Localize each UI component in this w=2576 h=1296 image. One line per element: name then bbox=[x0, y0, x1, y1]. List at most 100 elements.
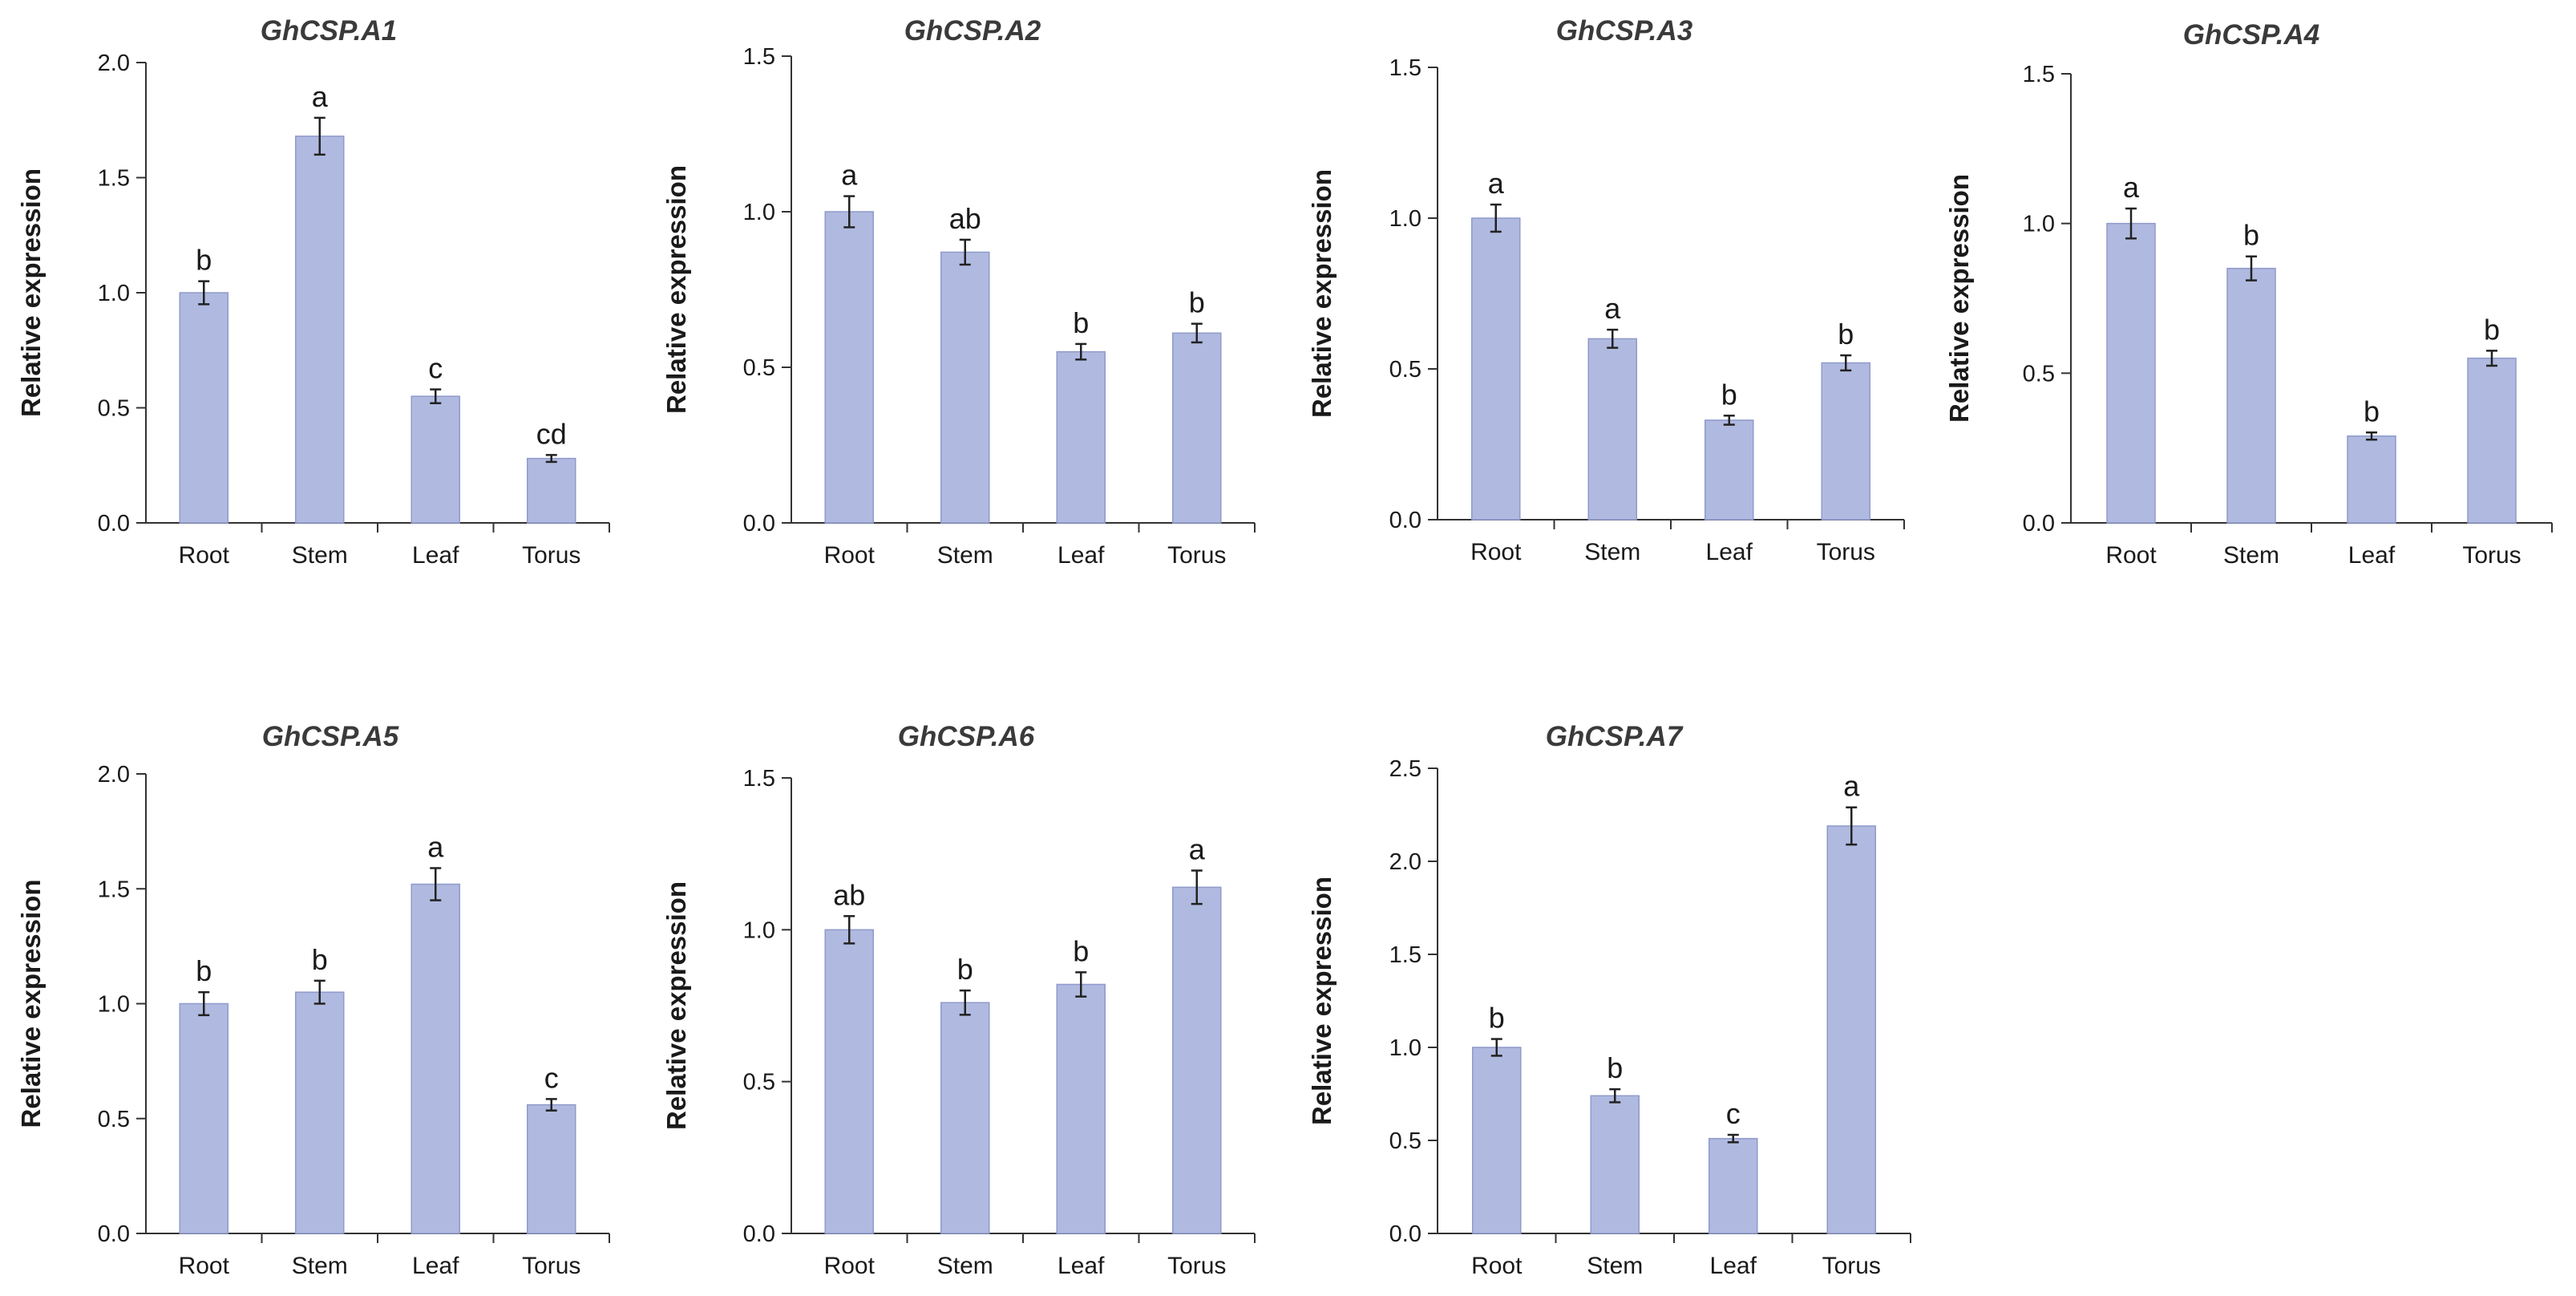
y-tick-label: 1.5 bbox=[743, 766, 775, 792]
x-tick-label: Leaf bbox=[1710, 1253, 1757, 1279]
y-tick-label: 2.0 bbox=[98, 51, 130, 76]
bar-root bbox=[824, 211, 874, 524]
x-tick-label: Torus bbox=[522, 1253, 580, 1279]
significance-label: ab bbox=[833, 878, 865, 911]
bar-root bbox=[1471, 217, 1521, 520]
y-tick-label: 0.0 bbox=[743, 511, 775, 537]
bar-torus bbox=[1172, 332, 1222, 524]
y-tick-label: 0.0 bbox=[1389, 1221, 1421, 1247]
significance-label: a bbox=[1488, 167, 1505, 200]
significance-label: c bbox=[544, 1061, 559, 1094]
bar-torus bbox=[527, 457, 576, 524]
significance-label: b bbox=[2243, 219, 2259, 252]
bar-leaf bbox=[410, 883, 460, 1234]
bar-stem bbox=[295, 991, 345, 1234]
y-tick-label: 0.5 bbox=[1389, 357, 1421, 383]
bar-root bbox=[179, 1002, 228, 1234]
x-tick-label: Leaf bbox=[1706, 539, 1753, 565]
bar-torus bbox=[1826, 825, 1876, 1234]
x-tick-label: Torus bbox=[1167, 542, 1226, 569]
x-tick-label: Leaf bbox=[412, 542, 459, 569]
bar-root bbox=[2106, 222, 2156, 524]
chart-title: GhCSP.A4 bbox=[2183, 19, 2320, 51]
significance-label: b bbox=[957, 953, 973, 986]
significance-label: c bbox=[428, 352, 443, 385]
significance-label: a bbox=[1604, 292, 1621, 325]
x-tick-label: Stem bbox=[937, 542, 993, 569]
y-axis-label: Relative expression bbox=[661, 165, 691, 414]
bar-torus bbox=[1821, 362, 1870, 520]
y-tick-label: 0.0 bbox=[2023, 511, 2055, 537]
significance-label: c bbox=[1726, 1097, 1741, 1130]
y-tick-label: 1.5 bbox=[98, 166, 130, 192]
y-tick-label: 0.0 bbox=[98, 1221, 130, 1247]
x-tick-label: Leaf bbox=[412, 1253, 459, 1279]
bar-leaf bbox=[1056, 350, 1106, 524]
y-tick-label: 2.5 bbox=[1389, 756, 1421, 782]
significance-label: b bbox=[1838, 318, 1854, 350]
bar-leaf bbox=[2347, 435, 2396, 524]
chart-panel-2: GhCSP.A2 Relative expression 0.0 0.5 1.0 1.5 a… bbox=[661, 15, 1256, 569]
significance-label: b bbox=[196, 244, 212, 277]
significance-label: a bbox=[427, 830, 444, 863]
significance-label: cd bbox=[536, 417, 567, 450]
y-tick-label: 1.5 bbox=[98, 877, 130, 902]
bar-leaf bbox=[1705, 419, 1754, 520]
chart-title: GhCSP.A2 bbox=[904, 15, 1041, 47]
y-tick-label: 1.5 bbox=[2023, 62, 2055, 87]
x-tick-label: Torus bbox=[1167, 1253, 1226, 1279]
significance-label: b bbox=[2364, 395, 2380, 427]
y-tick-label: 0.0 bbox=[1389, 508, 1421, 533]
y-tick-label: 1.0 bbox=[743, 917, 775, 943]
significance-label: a bbox=[1843, 770, 1860, 803]
bar-torus bbox=[527, 1104, 576, 1234]
y-tick-label: 0.0 bbox=[743, 1221, 775, 1247]
bar-stem bbox=[1587, 338, 1637, 520]
y-tick-label: 0.0 bbox=[98, 511, 130, 537]
x-tick-label: Stem bbox=[937, 1253, 993, 1279]
x-tick-label: Leaf bbox=[2348, 542, 2396, 569]
bar-root bbox=[824, 929, 874, 1234]
y-tick-label: 1.0 bbox=[98, 992, 130, 1018]
x-tick-label: Root bbox=[179, 1253, 230, 1279]
x-tick-label: Leaf bbox=[1057, 1253, 1105, 1279]
y-tick-label: 0.5 bbox=[98, 396, 130, 422]
bar-torus bbox=[1172, 886, 1222, 1234]
y-tick-label: 2.0 bbox=[1389, 849, 1421, 875]
x-tick-label: Root bbox=[179, 542, 230, 569]
bar-stem bbox=[1590, 1095, 1640, 1234]
y-tick-label: 0.5 bbox=[743, 355, 775, 381]
x-tick-label: Root bbox=[1471, 1253, 1523, 1279]
x-tick-label: Stem bbox=[292, 542, 348, 569]
chart-title: GhCSP.A5 bbox=[262, 721, 399, 752]
chart-panel-6: GhCSP.A6 Relative expression 0.0 0.5 1.0 1.5 a… bbox=[661, 721, 1256, 1279]
significance-label: b bbox=[1073, 934, 1089, 967]
x-tick-label: Root bbox=[2105, 542, 2157, 569]
bar-stem bbox=[940, 1002, 990, 1234]
chart-panel-3: GhCSP.A3 Relative expression 0.0 0.5 1.0 1.5 a… bbox=[1307, 15, 1905, 565]
bar-leaf bbox=[410, 395, 460, 524]
bar-torus bbox=[2467, 357, 2517, 524]
significance-label: a bbox=[312, 80, 329, 113]
x-tick-label: Root bbox=[824, 542, 876, 569]
x-tick-label: Stem bbox=[292, 1253, 348, 1279]
significance-label: a bbox=[1189, 832, 1206, 865]
y-axis-label: Relative expression bbox=[16, 880, 46, 1128]
x-tick-label: Stem bbox=[2223, 542, 2279, 569]
y-axis-label: Relative expression bbox=[1307, 877, 1337, 1125]
x-tick-label: Stem bbox=[1587, 1253, 1643, 1279]
y-tick-label: 0.5 bbox=[1389, 1128, 1421, 1154]
y-tick-label: 1.5 bbox=[1389, 55, 1421, 81]
y-axis-label: Relative expression bbox=[1944, 174, 1974, 423]
chart-panel-4: GhCSP.A4 Relative expression 0.0 0.5 1.0 1.5 a… bbox=[1944, 19, 2553, 569]
significance-label: b bbox=[2484, 313, 2500, 346]
bar-stem bbox=[2226, 267, 2276, 524]
chart-title: GhCSP.A3 bbox=[1556, 15, 1693, 47]
significance-label: a bbox=[2123, 171, 2140, 204]
y-tick-label: 1.5 bbox=[1389, 942, 1421, 968]
bar-root bbox=[1472, 1047, 1522, 1234]
x-tick-label: Torus bbox=[1817, 539, 1875, 565]
y-tick-label: 1.0 bbox=[2023, 212, 2055, 237]
bar-stem bbox=[295, 136, 345, 524]
